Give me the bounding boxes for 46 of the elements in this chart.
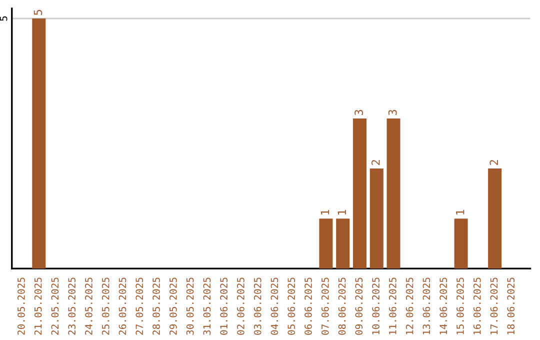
bar: [386, 118, 400, 269]
x-tick-label: 01.06.2025: [220, 278, 228, 335]
x-tick-label: 11.06.2025: [388, 278, 396, 334]
x-tick-label: 28.05.2025: [152, 278, 160, 335]
data-label: 1: [320, 210, 330, 214]
bar: [319, 218, 333, 269]
x-tick-label: 15.06.2025: [456, 278, 464, 334]
bar: [370, 168, 384, 269]
x-tick-label: 25.05.2025: [102, 278, 110, 335]
x-tick-label: 22.05.2025: [51, 278, 59, 335]
x-tick-label: 10.06.2025: [372, 278, 380, 334]
x-tick-label: 04.06.2025: [270, 278, 278, 335]
x-tick-label: 02.06.2025: [237, 278, 244, 335]
x-tick-label: 07.06.2025: [321, 278, 329, 335]
x-tick-label: 31.05.2025: [203, 278, 211, 335]
x-tick-label: 13.06.2025: [422, 278, 430, 334]
x-tick-label: 21.05.2025: [34, 278, 42, 335]
x-tick-label: 08.06.2025: [338, 278, 346, 335]
data-label: 3: [354, 110, 363, 116]
bar: [336, 218, 350, 269]
data-label: 3: [388, 110, 397, 116]
x-tick-label: 17.06.2025: [490, 278, 498, 334]
x-tick-label: 05.06.2025: [288, 278, 296, 335]
x-tick-label: 18.06.2025: [507, 278, 515, 334]
x-tick-label: 24.05.2025: [85, 278, 92, 335]
bar: [488, 168, 502, 269]
bar: [32, 18, 46, 269]
x-tick-label: 20.05.2025: [18, 278, 25, 335]
x-tick-label: 29.05.2025: [169, 278, 177, 335]
data-label: 5: [34, 10, 42, 15]
data-label: 1: [456, 210, 464, 214]
data-label: 2: [371, 160, 380, 165]
bar: [454, 218, 468, 269]
bar: [352, 118, 366, 269]
x-tick-label: 03.06.2025: [254, 278, 262, 335]
x-tick-label: 27.05.2025: [136, 278, 144, 335]
x-tick-label: 30.05.2025: [186, 278, 194, 335]
x-tick-label: 09.06.2025: [355, 278, 363, 335]
x-tick-label: 06.06.2025: [304, 278, 312, 335]
x-tick-label: 26.05.2025: [118, 278, 126, 335]
x-tick-label: 16.06.2025: [473, 278, 481, 334]
x-tick-label: 14.06.2025: [440, 278, 448, 334]
x-tick-label: 12.06.2025: [406, 278, 414, 334]
data-label: 1: [338, 210, 346, 214]
data-label: 2: [490, 160, 498, 165]
x-tick-label: 23.05.2025: [68, 278, 76, 335]
